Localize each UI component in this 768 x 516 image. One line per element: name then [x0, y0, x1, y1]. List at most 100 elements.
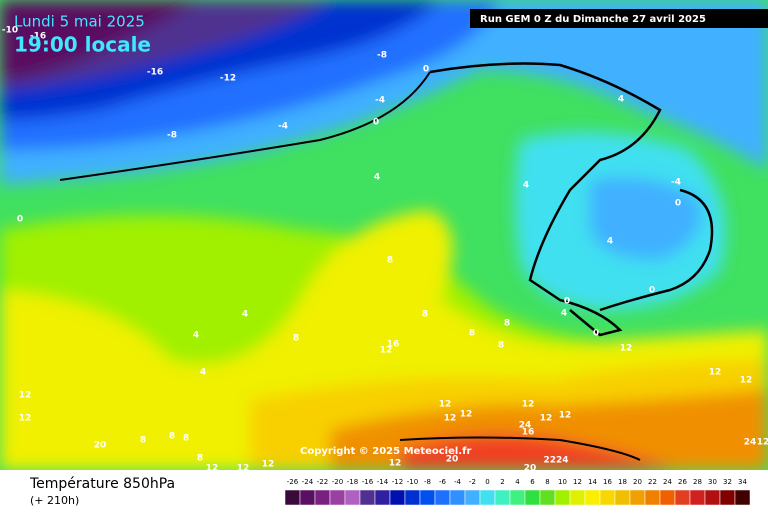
scale-swatch: [464, 489, 481, 506]
scale-swatch: [524, 489, 541, 506]
temperature-field: -10-16-16-12-80-8-4-4 044408444888884-400…: [0, 0, 768, 474]
contour-label: 4: [242, 310, 248, 320]
scale-label: 18: [618, 478, 627, 486]
contour-label: 4: [523, 181, 529, 191]
contour-label: 20: [446, 455, 459, 465]
scale-swatch: [644, 489, 661, 506]
contour-label: 12: [522, 400, 535, 410]
contour-label: -4: [671, 178, 681, 188]
scale-swatch: [494, 489, 511, 506]
scale-label: 12: [573, 478, 582, 486]
contour-label: -4: [375, 96, 385, 106]
scale-swatch: [659, 489, 676, 506]
scale-label: 34: [738, 478, 747, 486]
contour-label: -8: [167, 131, 177, 141]
contour-label: 8: [197, 454, 203, 464]
contour-label: 16: [522, 428, 535, 438]
contour-label: 8: [293, 334, 299, 344]
contour-label: 0: [564, 297, 570, 307]
scale-swatch: [344, 489, 361, 506]
contour-label: 8: [504, 319, 510, 329]
scale-label: 4: [515, 478, 520, 486]
scale-label: -8: [424, 478, 431, 486]
contour-label: -16: [30, 32, 46, 42]
scale-label: 14: [588, 478, 597, 486]
scale-label: -10: [407, 478, 418, 486]
contour-label: -4: [278, 122, 288, 132]
contour-label: 4: [374, 173, 380, 183]
contour-label: 8: [387, 256, 393, 266]
contour-label: 12: [262, 460, 275, 470]
scale-swatch: [479, 489, 496, 506]
scale-label: -2: [469, 478, 476, 486]
scale-swatch: [359, 489, 376, 506]
contour-label: 24: [519, 421, 532, 431]
scale-label: 22: [648, 478, 657, 486]
run-info: Run GEM 0 Z du Dimanche 27 avril 2025: [480, 14, 706, 25]
scale-label: 2: [500, 478, 504, 486]
contour-label: -10: [2, 26, 18, 36]
scale-swatch: [734, 489, 751, 506]
scale-swatch: [719, 489, 736, 506]
contour-label: 4: [561, 309, 567, 319]
contour-label: 20: [94, 441, 107, 451]
time: 19:00 locale: [14, 33, 151, 57]
contour-label: 12: [19, 391, 32, 401]
run-box: [470, 9, 768, 28]
contour-label: -8: [377, 51, 387, 61]
contour-label: 4: [607, 237, 613, 247]
scale-label: -22: [317, 478, 328, 486]
scale-swatch: [614, 489, 631, 506]
scale-swatch: [314, 489, 331, 506]
scale-label: 30: [708, 478, 717, 486]
scale-swatch: [434, 489, 451, 506]
contour-label: 12: [620, 344, 633, 354]
scale-swatch: [674, 489, 691, 506]
scale-label: 32: [723, 478, 732, 486]
scale-swatch: [584, 489, 601, 506]
scale-swatch: [389, 489, 406, 506]
scale-label: 10: [558, 478, 567, 486]
contour-label: 2224: [543, 456, 568, 466]
contour-label: 16: [387, 340, 400, 350]
scale-label: -12: [392, 478, 403, 486]
scale-label: 28: [693, 478, 702, 486]
scale-swatch: [629, 489, 646, 506]
contour-label: 12: [237, 464, 250, 474]
scale-label: -4: [454, 478, 462, 486]
scale-label: 6: [530, 478, 535, 486]
contour-label: 4: [618, 95, 624, 105]
scale-label: -26: [287, 478, 299, 486]
contour-label: 12: [757, 438, 768, 448]
contour-labels: -10-16-16-12-80-8-4-4 044408444888884-400…: [2, 26, 768, 474]
scale-swatch: [509, 489, 526, 506]
contour-label: 0: [17, 215, 23, 225]
scale-label: -14: [377, 478, 389, 486]
scale-swatch: [689, 489, 706, 506]
contour-label: 0: [649, 286, 655, 296]
contour-label: 0: [373, 118, 379, 128]
scale-label: -20: [332, 478, 343, 486]
scale-swatch: [374, 489, 391, 506]
contour-label: 24: [744, 438, 757, 448]
contour-label: 0: [593, 329, 599, 339]
contour-label: 12: [709, 368, 722, 378]
contour-label: 8: [469, 329, 475, 339]
scale-label: 0: [485, 478, 489, 486]
contour-label: 12: [740, 376, 753, 386]
color-scale: -26 -24 -22 -20 -18 -16 -14 -12 -10 -8 -6 -4 -2 0 2 4 6 8…: [284, 478, 751, 506]
contour-label: 20: [524, 464, 537, 474]
scale-label: -16: [362, 478, 374, 486]
scale-swatch: [299, 489, 316, 506]
contour-label: -16: [147, 68, 163, 78]
scale-swatch: [284, 489, 301, 506]
scale-label: 16: [603, 478, 612, 486]
contour-label: 12: [559, 411, 572, 421]
contour-label: 12: [206, 464, 219, 474]
scale-swatch: [569, 489, 586, 506]
scale-label: 20: [633, 478, 642, 486]
scale-label: 26: [678, 478, 687, 486]
contour-label: 12: [540, 414, 553, 424]
scale-swatch: [404, 489, 421, 506]
